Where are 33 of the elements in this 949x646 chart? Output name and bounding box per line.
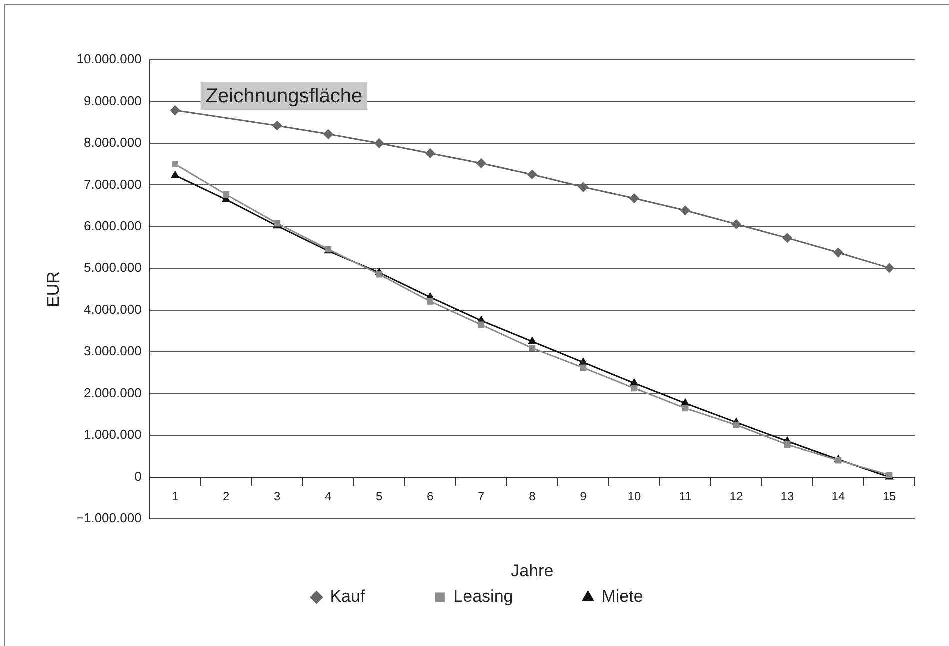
- y-tick-label: 1.000.000: [84, 427, 142, 442]
- x-tick-label: 10: [628, 490, 642, 504]
- y-tick-label: 6.000.000: [84, 218, 142, 234]
- y-tick-label: 5.000.000: [84, 260, 142, 276]
- y-axis-title: EUR: [44, 272, 63, 308]
- x-tick-label: 3: [274, 490, 282, 504]
- x-tick-label: 14: [832, 490, 846, 504]
- y-tick-label: 3.000.000: [84, 344, 142, 359]
- x-tick-label: 9: [580, 490, 588, 504]
- annotation: Zeichnungsfläche: [206, 86, 363, 108]
- x-tick-label: 7: [478, 490, 486, 504]
- x-tick-label: 6: [427, 490, 434, 504]
- legend-label: Leasing: [454, 587, 514, 606]
- y-tick-label: 4.000.000: [84, 302, 142, 317]
- legend-label: Kauf: [330, 587, 366, 606]
- y-tick-label: 10.000.000: [76, 52, 142, 67]
- y-tick-label: 7.000.000: [84, 176, 142, 192]
- y-tick-label: −1.000.000: [76, 510, 142, 526]
- x-tick-label: 2: [223, 490, 230, 504]
- x-tick-label: 11: [679, 490, 692, 504]
- x-tick-label: 5: [376, 490, 384, 504]
- x-tick-label: 13: [780, 490, 794, 504]
- x-axis-title: Jahre: [511, 562, 554, 581]
- x-tick-label: 4: [325, 490, 332, 504]
- x-tick-label: 15: [882, 490, 896, 504]
- x-tick-label: 12: [730, 490, 744, 504]
- x-tick-label: 8: [529, 490, 536, 504]
- legend-label: Miete: [602, 587, 644, 606]
- y-tick-label: 8.000.000: [84, 135, 142, 150]
- y-tick-label: 0: [134, 468, 142, 484]
- x-tick-label: 1: [172, 490, 179, 504]
- y-tick-label: 2.000.000: [84, 385, 142, 400]
- y-tick-label: 9.000.000: [84, 93, 142, 108]
